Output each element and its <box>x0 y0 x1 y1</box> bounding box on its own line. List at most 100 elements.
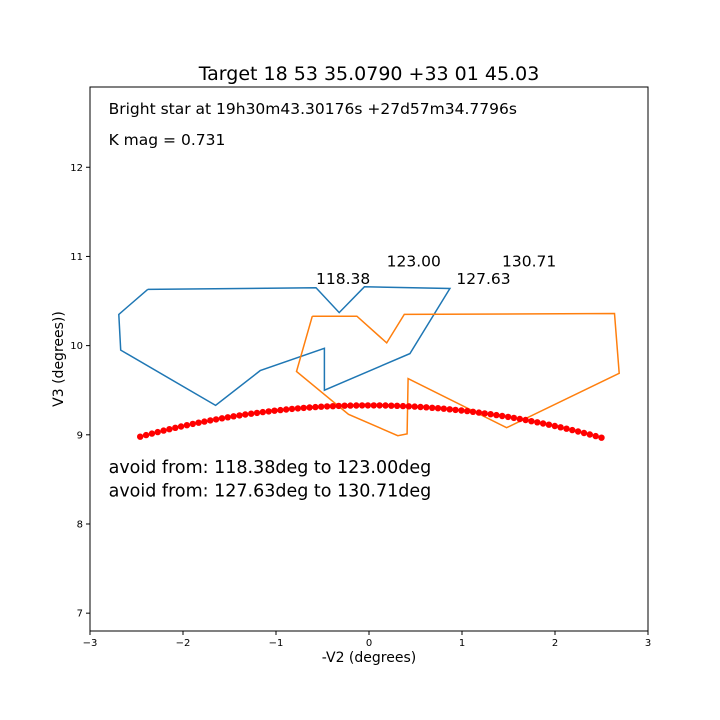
track-point <box>259 408 266 416</box>
track-point <box>189 420 196 428</box>
track-point <box>475 409 483 416</box>
track-point <box>166 426 173 433</box>
track-point <box>388 402 395 409</box>
track-point <box>358 402 366 409</box>
track-point <box>382 402 389 409</box>
track-point <box>283 406 290 413</box>
x-tick-label: −1 <box>269 638 284 649</box>
track-point <box>253 409 261 417</box>
track-point <box>323 403 331 410</box>
track-point <box>137 433 144 440</box>
track-point <box>446 406 453 413</box>
track-point <box>528 418 535 425</box>
x-tick-label: 2 <box>552 638 558 649</box>
track-point <box>183 422 191 429</box>
y-axis-ticks: 7 8 9 10 11 12 <box>70 163 90 620</box>
annotations: Bright star at 19h30m43.30176s +27d57m34… <box>109 100 557 502</box>
track-point <box>277 406 284 414</box>
angle-label: 127.63 <box>456 270 510 288</box>
field-outlines <box>118 286 620 437</box>
track-point <box>364 402 372 409</box>
track-point <box>177 423 185 430</box>
track-point <box>411 403 418 410</box>
track-point <box>148 430 156 437</box>
track-point <box>440 405 447 412</box>
angle-label: 130.71 <box>502 252 556 270</box>
bright-star-track <box>137 402 605 441</box>
track-point <box>569 426 576 434</box>
track-point <box>545 421 553 428</box>
track-point <box>598 434 605 441</box>
track-point <box>154 428 161 436</box>
track-point <box>248 410 255 417</box>
track-point <box>458 407 465 414</box>
track-point <box>294 405 302 412</box>
track-point <box>539 420 547 427</box>
y-tick-label: 11 <box>70 252 83 263</box>
blue-field-outline <box>118 286 452 407</box>
track-point <box>487 411 494 418</box>
track-point <box>288 405 296 413</box>
angle-label: 118.38 <box>316 270 370 288</box>
track-point <box>504 413 512 421</box>
y-tick-label: 8 <box>77 519 83 530</box>
plot-area-frame <box>89 86 649 632</box>
x-axis-label: -V2 (degrees) <box>322 650 416 666</box>
track-point <box>393 402 401 409</box>
y-tick-label: 10 <box>70 341 83 352</box>
track-point <box>218 415 226 422</box>
track-point <box>469 408 477 415</box>
annotation-text: K mag = 0.731 <box>109 131 226 149</box>
track-point <box>224 414 231 421</box>
track-point <box>586 431 593 438</box>
track-point <box>300 404 307 412</box>
track-point <box>335 402 342 410</box>
track-point <box>376 402 383 409</box>
chart-title: Target 18 53 35.0790 +33 01 45.03 <box>198 63 540 85</box>
track-point <box>236 412 243 419</box>
y-tick-label: 12 <box>70 163 83 174</box>
track-point <box>318 403 325 410</box>
track-point <box>534 419 541 426</box>
track-point <box>312 403 319 411</box>
track-point <box>329 403 337 410</box>
annotation-text: avoid from: 127.63deg to 130.71deg <box>109 481 432 501</box>
track-point <box>306 404 313 411</box>
track-point <box>499 412 506 420</box>
angle-label: 123.00 <box>387 252 441 270</box>
orange-field-outline <box>295 312 620 437</box>
track-point <box>265 408 272 415</box>
track-point <box>417 403 424 411</box>
track-point <box>142 431 150 439</box>
y-axis-label: V3 (degrees)) <box>51 311 67 407</box>
track-point <box>510 414 518 422</box>
track-point <box>592 432 599 440</box>
annotation-text: avoid from: 118.38deg to 123.00deg <box>109 458 432 478</box>
x-tick-label: 0 <box>366 638 372 649</box>
track-point <box>160 427 167 434</box>
track-point <box>405 403 412 410</box>
track-point <box>452 406 459 414</box>
track-point <box>429 404 436 411</box>
track-point <box>172 424 179 431</box>
track-point <box>207 417 214 424</box>
track-point <box>551 422 558 430</box>
x-tick-label: −2 <box>176 638 191 649</box>
track-point <box>195 419 202 426</box>
track-point <box>464 407 471 415</box>
y-tick-label: 9 <box>77 430 83 441</box>
track-point <box>212 416 220 423</box>
track-point <box>347 402 354 409</box>
track-point <box>399 402 407 410</box>
track-point <box>522 416 529 424</box>
x-tick-label: 1 <box>459 638 465 649</box>
track-point <box>271 407 278 414</box>
x-axis-ticks: −3 −2 −1 0 1 2 3 <box>83 631 651 649</box>
track-point <box>201 418 208 425</box>
track-point <box>341 402 348 409</box>
track-point <box>493 411 500 419</box>
track-point <box>230 413 237 420</box>
x-tick-label: −3 <box>83 638 98 649</box>
y-tick-label: 7 <box>77 609 83 620</box>
